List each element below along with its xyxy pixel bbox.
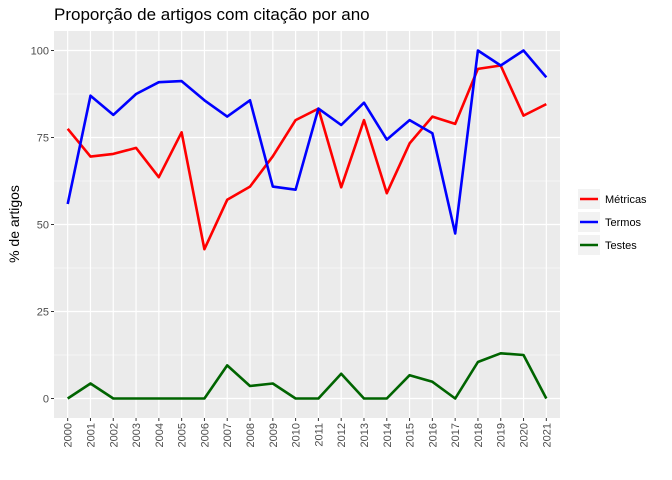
y-tick-label: 75 [37, 132, 49, 144]
series-line-termos [66, 49, 548, 235]
chart-title: Proporção de artigos com citação por ano [54, 5, 370, 24]
series-line-testes [66, 351, 548, 400]
x-tick-label: 2016 [427, 423, 439, 447]
x-tick-label: 2005 [177, 423, 189, 447]
series-layer [66, 49, 548, 400]
x-tick-label: 2019 [496, 423, 508, 447]
x-tick-label: 2009 [268, 423, 280, 447]
x-tick-label: 2014 [382, 423, 394, 447]
x-tick-label: 2011 [313, 423, 325, 447]
x-tick-label: 2003 [131, 423, 143, 447]
x-tick-label: 2021 [541, 423, 553, 447]
legend-label: Métricas [605, 194, 647, 206]
x-tick-label: 2018 [473, 423, 485, 447]
x-tick-label: 2000 [63, 423, 75, 447]
y-tick-label: 50 [37, 220, 49, 232]
x-tick-label: 2020 [519, 423, 531, 447]
legend-label: Testes [605, 240, 637, 252]
x-tick-label: 2010 [291, 423, 303, 447]
y-axis: 0 25 50 75 100 [31, 45, 54, 406]
x-tick-label: 2015 [405, 423, 417, 447]
x-tick-label: 2017 [450, 423, 462, 447]
x-tick-label: 2008 [245, 423, 257, 447]
x-axis: 2000 2001 2002 2003 2004 2005 2006 2007 2008 2009… [63, 418, 553, 447]
legend-label: Termos [605, 217, 642, 229]
y-axis-title: % de artigos [6, 185, 22, 263]
legend: Métricas Termos Testes [578, 189, 647, 255]
series-line-m-tricas [66, 64, 547, 251]
x-tick-label: 2006 [199, 423, 211, 447]
x-tick-label: 2004 [154, 423, 166, 447]
y-tick-label: 100 [31, 45, 49, 57]
grid-lines [54, 31, 560, 418]
x-tick-label: 2001 [85, 423, 97, 447]
x-tick-label: 2002 [108, 423, 120, 447]
y-tick-label: 25 [37, 307, 49, 319]
y-tick-label: 0 [43, 394, 49, 406]
x-tick-label: 2012 [336, 423, 348, 447]
x-tick-label: 2013 [359, 423, 371, 447]
x-tick-label: 2007 [222, 423, 234, 447]
